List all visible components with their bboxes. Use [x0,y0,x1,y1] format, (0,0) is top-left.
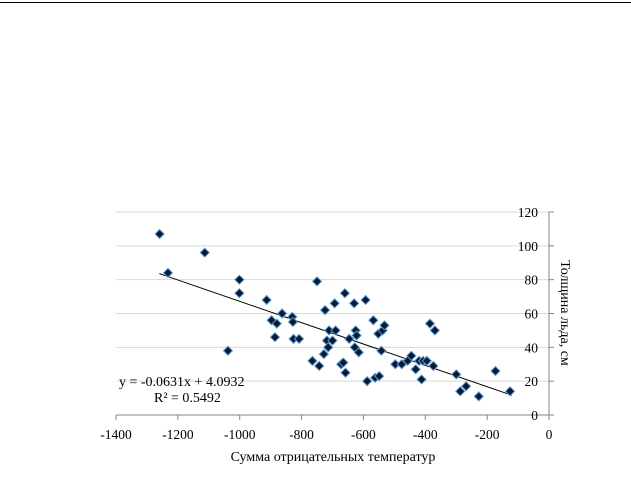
data-point [313,360,325,372]
data-point [318,348,330,360]
data-point [287,316,299,328]
data-point [490,365,501,377]
data-point [338,357,349,368]
x-tick-label: -200 [475,427,500,442]
x-tick-label: -1200 [162,427,194,442]
x-tick-label: 0 [546,427,553,442]
data-point [271,318,283,329]
data-point [343,333,355,345]
data-point [455,386,466,397]
data-point [428,360,439,372]
y-tick-label: 0 [531,408,538,423]
data-point [410,364,421,375]
data-point [162,267,174,279]
x-tick-label: -1000 [224,427,256,442]
data-point [421,355,433,367]
data-point [276,308,288,319]
data-point [406,350,417,361]
data-point [376,345,387,356]
y-tick-label: 40 [525,340,539,355]
data-point [424,318,436,329]
data-point [368,315,379,326]
y-tick-label: 100 [518,239,539,254]
x-axis: -1400 -1200 -1000 -800 -600 -400 -200 0 [100,415,553,442]
data-point [322,342,334,353]
data-point [269,331,281,343]
data-point [360,294,371,306]
y-tick-label: 80 [525,273,539,288]
x-axis-title: Сумма отрицательных температур [231,450,436,465]
data-point [330,325,341,336]
data-point [416,374,427,385]
data-point [361,375,373,387]
data-point [504,386,516,397]
x-tick-label: -400 [413,427,438,442]
data-point [199,247,210,258]
y-tick-label: 60 [525,307,539,322]
data-point [293,333,305,345]
data-point [319,304,331,316]
data-point [327,335,338,346]
data-point [379,320,390,331]
data-point [329,298,340,309]
y-axis: 0 20 40 60 80 100 120 [518,205,554,423]
data-point [353,347,364,358]
data-point [373,370,385,382]
x-tick-label: -1400 [100,427,132,442]
data-point [451,369,462,380]
data-point [222,345,234,356]
y-axis-title: Толщина льда, см [557,260,572,366]
x-tick-label: -800 [289,427,314,442]
x-tick-label: -600 [351,427,376,442]
data-point [234,274,245,285]
data-point [429,325,441,336]
y-tick-label: 20 [525,374,539,389]
y-tick-label: 120 [518,205,539,220]
data-point [339,287,351,299]
data-point [234,287,245,299]
data-point [154,228,165,240]
data-points [154,228,516,402]
trendline-r-squared: R² = 0.5492 [154,391,221,406]
data-point [307,355,318,367]
data-point [473,391,484,402]
data-point [460,381,472,392]
data-point [351,330,362,341]
data-point [348,298,360,309]
gridlines [116,211,549,416]
trendline-equation: y = -0.0631x + 4.0932 [119,375,244,390]
top-rule-line [0,2,631,3]
data-point [261,294,272,306]
data-point [311,276,323,287]
data-point [340,367,351,378]
